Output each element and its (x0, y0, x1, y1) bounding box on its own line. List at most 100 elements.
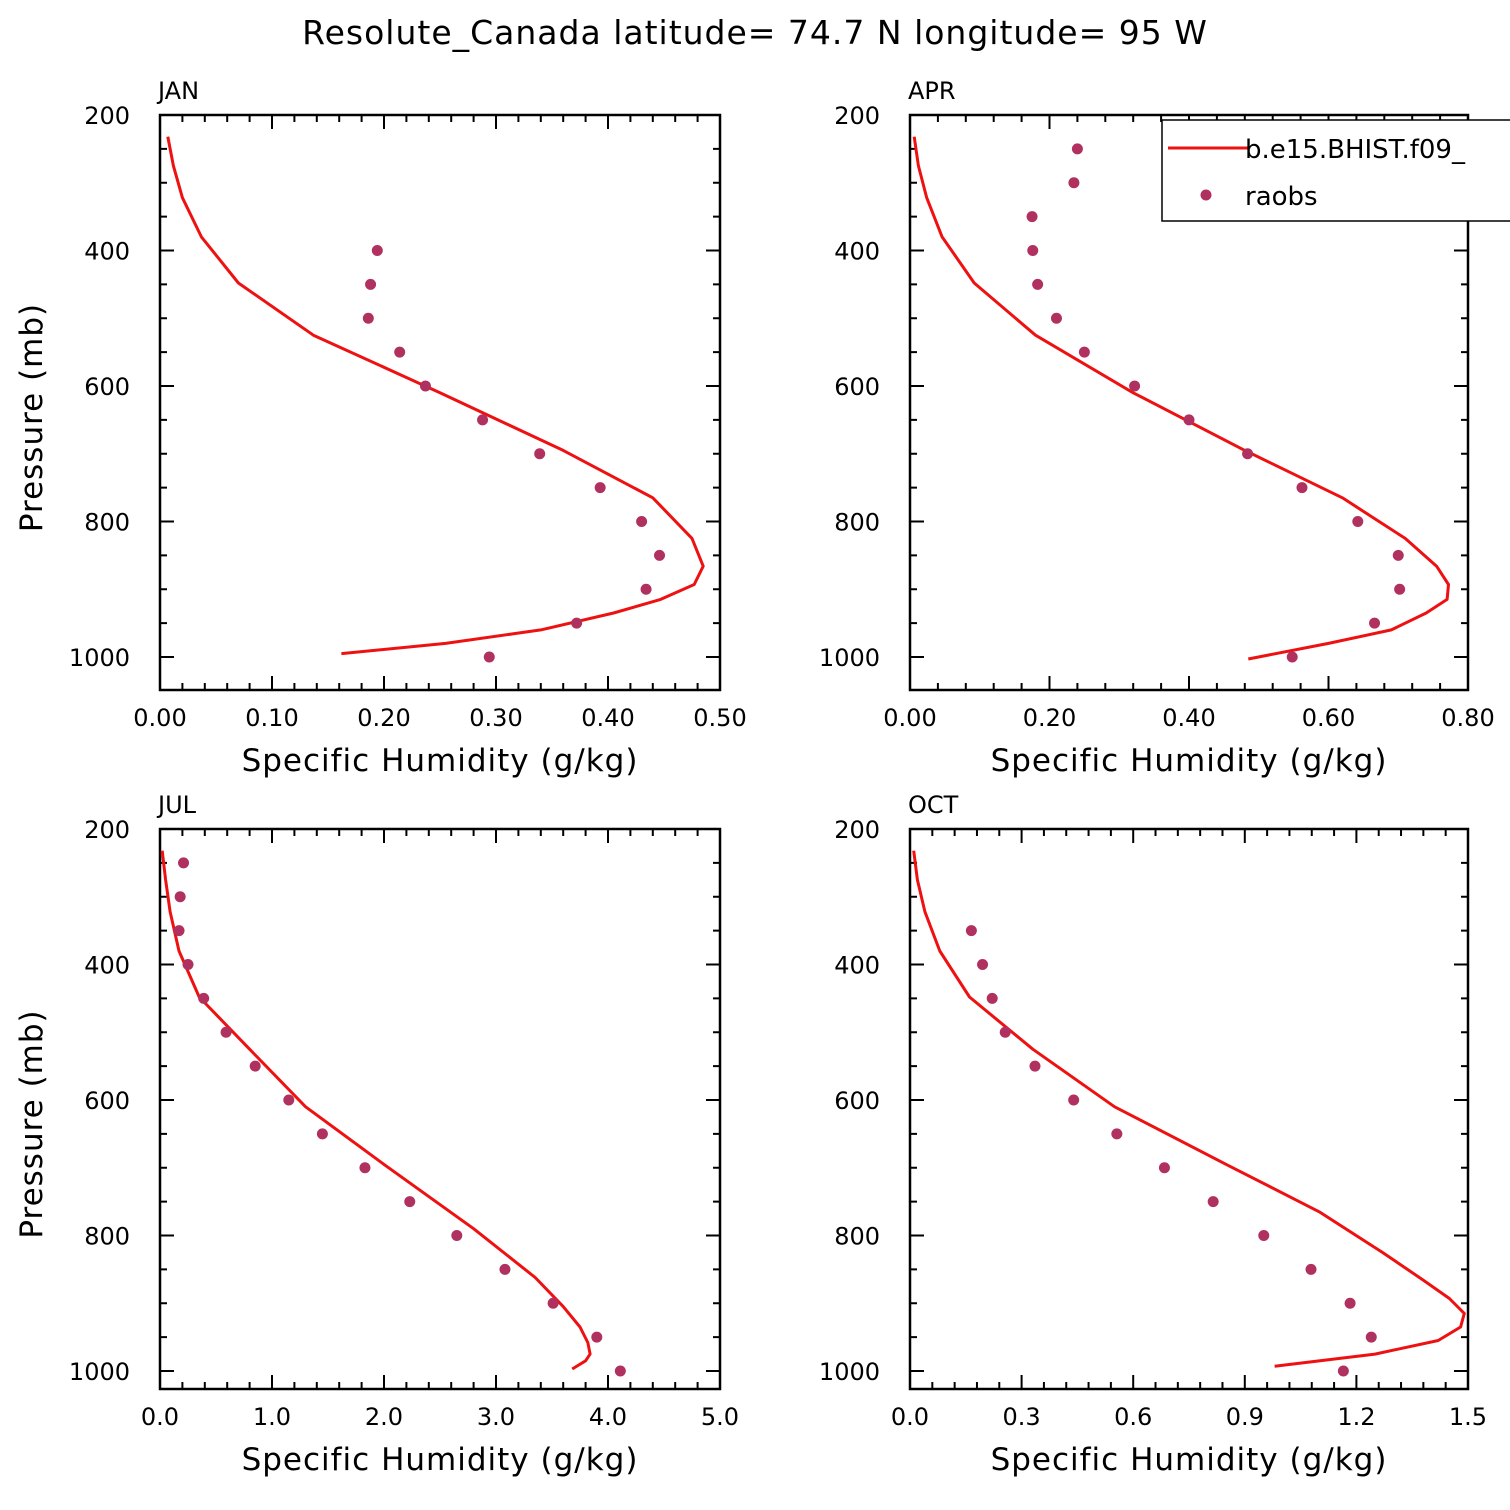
raobs-point (283, 1094, 295, 1106)
y-tick-label: 200 (84, 816, 130, 844)
raobs-point (636, 516, 648, 527)
x-tick-label: 0.40 (581, 704, 634, 732)
raobs-point (965, 925, 977, 937)
x-tick-label: 0.20 (357, 704, 410, 732)
x-tick-label: 0.40 (1162, 704, 1215, 732)
raobs-point (1242, 448, 1254, 460)
x-tick-label: 0.0 (141, 1403, 179, 1431)
plot-frame (908, 827, 1470, 1391)
panel-oct: OCT 200 400 600 800 1000 0.0 0.3 0.6 0.9 1.2 1.5 Spe… (819, 791, 1487, 1478)
y-tick-label: 200 (834, 816, 880, 844)
x-axis-label: Specific Humidity (g/kg) (242, 743, 639, 779)
x-tick-label: 3.0 (477, 1403, 515, 1431)
raobs-point (1111, 1128, 1123, 1140)
raobs-point (394, 346, 406, 358)
raobs-point (1029, 1060, 1041, 1072)
raobs-point (477, 414, 489, 426)
raobs-point (198, 992, 210, 1004)
y-tick-label: 800 (834, 1223, 880, 1251)
x-tick-label: 0.3 (1003, 1403, 1041, 1431)
x-tick-label: 0.30 (469, 704, 522, 732)
model-series-line (166, 136, 705, 656)
y-tick-label: 800 (84, 509, 130, 537)
x-tick-label: 4.0 (589, 1403, 627, 1431)
raobs-point (1078, 346, 1090, 358)
raobs-point (249, 1060, 261, 1072)
raobs-point (1337, 1365, 1349, 1377)
y-tick-label: 600 (84, 1087, 130, 1115)
raobs-point (404, 1196, 416, 1208)
y-tick-label: 600 (834, 373, 880, 401)
legend: b.e15.BHIST.f09_raobs (1161, 119, 1510, 222)
y-tick-label: 1000 (69, 644, 130, 672)
y-tick-label: 600 (834, 1087, 880, 1115)
x-tick-label: 1.2 (1337, 1403, 1375, 1431)
panel-jul: JUL 200 400 600 800 1000 0.0 1.0 2.0 3.0 4.0 5.0 Spe… (14, 791, 739, 1478)
panels: JAN 200 400 600 800 1000 0.00 0.10 0.20 0.30 0.40 0… (14, 77, 1495, 1478)
panel-title: JAN (156, 77, 199, 105)
x-tick-label: 0.00 (883, 704, 936, 732)
raobs-point (1050, 312, 1062, 324)
panel-apr: APR 200 400 600 800 1000 0.00 0.20 0.40 0.60 0.80 S… (819, 77, 1495, 779)
y-tick-label: 400 (834, 238, 880, 266)
raobs-point (591, 1331, 603, 1343)
x-tick-label: 5.0 (701, 1403, 739, 1431)
raobs-point (1071, 143, 1083, 155)
raobs-point (1352, 516, 1364, 527)
raobs-point (534, 448, 546, 460)
legend-label: b.e15.BHIST.f09_ (1245, 135, 1466, 165)
raobs-point (1158, 1162, 1170, 1174)
x-tick-label: 0.10 (245, 704, 298, 732)
y-tick-label: 400 (84, 952, 130, 980)
raobs-point (451, 1230, 463, 1241)
y-tick-label: 1000 (819, 644, 880, 672)
panel-title: OCT (908, 791, 959, 819)
raobs-point (1068, 177, 1080, 189)
panel-jan: JAN 200 400 600 800 1000 0.00 0.10 0.20 0.30 0.40 0… (14, 77, 747, 779)
raobs-point (178, 857, 190, 869)
panel-title: JUL (156, 791, 197, 819)
y-tick-label: 400 (834, 952, 880, 980)
raobs-point (571, 617, 583, 629)
y-tick-label: 200 (84, 102, 130, 130)
legend-box (1161, 119, 1510, 222)
x-tick-label: 0.60 (1302, 704, 1355, 732)
legend-dot-swatch (1200, 189, 1212, 201)
x-axis-label: Specific Humidity (g/kg) (991, 743, 1388, 779)
x-tick-label: 0.0 (891, 1403, 929, 1431)
raobs-point (220, 1026, 232, 1038)
model-series-line (912, 136, 1450, 661)
raobs-point (1369, 617, 1381, 629)
raobs-point (1207, 1196, 1219, 1208)
y-tick-label: 1000 (819, 1358, 880, 1386)
raobs-point (1026, 211, 1038, 223)
raobs-point (1032, 278, 1044, 290)
plot-frame (158, 827, 722, 1391)
raobs-point (1258, 1230, 1270, 1241)
x-tick-label: 0.50 (693, 704, 746, 732)
raobs-point (1129, 380, 1141, 392)
plot-frame (158, 113, 722, 692)
raobs-point (365, 278, 377, 290)
raobs-point (614, 1365, 626, 1377)
x-tick-label: 1.5 (1449, 1403, 1487, 1431)
y-tick-label: 800 (84, 1223, 130, 1251)
raobs-point (483, 651, 495, 663)
raobs-point (977, 959, 989, 970)
raobs-point (1068, 1094, 1080, 1106)
legend-label: raobs (1245, 182, 1318, 212)
model-series-line (912, 850, 1466, 1368)
y-axis-label: Pressure (mb) (14, 1009, 50, 1238)
x-axis-label: Specific Humidity (g/kg) (991, 1442, 1388, 1478)
raobs-point (999, 1026, 1011, 1038)
y-tick-label: 200 (834, 102, 880, 130)
raobs-point (1365, 1331, 1377, 1343)
raobs-point (1183, 414, 1195, 426)
y-axis-label: Pressure (mb) (14, 303, 50, 532)
x-tick-label: 2.0 (365, 1403, 403, 1431)
raobs-point (359, 1162, 371, 1174)
raobs-point (499, 1263, 511, 1275)
raobs-point (654, 549, 666, 561)
raobs-point (1392, 549, 1404, 561)
raobs-point (986, 992, 998, 1004)
